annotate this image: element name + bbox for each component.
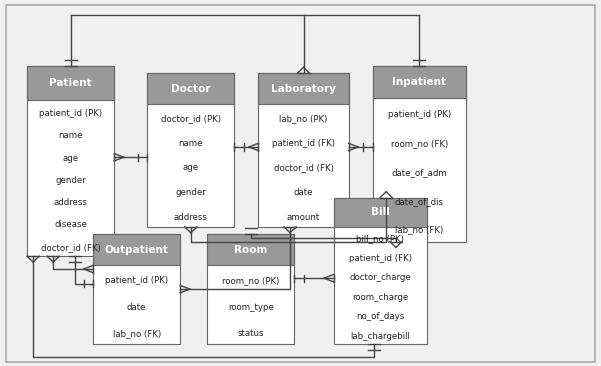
- Text: doctor_id (FK): doctor_id (FK): [41, 243, 100, 252]
- Text: lab_no (FK): lab_no (FK): [112, 329, 161, 338]
- Text: disease: disease: [54, 220, 87, 229]
- Text: patient_id (PK): patient_id (PK): [105, 276, 168, 285]
- Text: lab_no (FK): lab_no (FK): [395, 225, 444, 235]
- Text: name: name: [178, 139, 203, 148]
- Text: patient_id (FK): patient_id (FK): [349, 254, 412, 263]
- Text: Bill: Bill: [371, 207, 389, 217]
- FancyBboxPatch shape: [27, 66, 114, 100]
- Text: Doctor: Doctor: [171, 83, 210, 94]
- Text: gender: gender: [175, 188, 206, 197]
- FancyBboxPatch shape: [373, 66, 466, 97]
- Text: name: name: [58, 131, 83, 140]
- FancyBboxPatch shape: [93, 234, 180, 344]
- FancyBboxPatch shape: [207, 234, 294, 344]
- Text: date_of_dis: date_of_dis: [395, 197, 444, 206]
- Text: Laboratory: Laboratory: [271, 83, 336, 94]
- Text: patient_id (FK): patient_id (FK): [272, 139, 335, 148]
- Text: patient_id (PK): patient_id (PK): [39, 109, 102, 118]
- Text: date: date: [294, 188, 313, 197]
- Text: doctor_id (FK): doctor_id (FK): [273, 163, 334, 172]
- FancyBboxPatch shape: [258, 73, 349, 104]
- Text: Room: Room: [234, 244, 267, 255]
- Text: age: age: [183, 163, 199, 172]
- Text: age: age: [63, 154, 79, 163]
- Text: date_of_adm: date_of_adm: [391, 168, 447, 177]
- Text: Inpatient: Inpatient: [392, 77, 446, 87]
- Text: doctor_id (PK): doctor_id (PK): [161, 114, 221, 123]
- Text: status: status: [237, 329, 264, 338]
- FancyBboxPatch shape: [27, 66, 114, 256]
- Text: Outpatient: Outpatient: [105, 244, 169, 255]
- Text: lab_no (PK): lab_no (PK): [279, 114, 328, 123]
- FancyBboxPatch shape: [207, 234, 294, 265]
- FancyBboxPatch shape: [147, 73, 234, 104]
- FancyBboxPatch shape: [93, 234, 180, 265]
- Text: gender: gender: [55, 176, 86, 185]
- Text: address: address: [174, 213, 208, 221]
- FancyBboxPatch shape: [373, 66, 466, 242]
- FancyBboxPatch shape: [147, 73, 234, 227]
- Text: Patient: Patient: [49, 78, 92, 88]
- FancyBboxPatch shape: [334, 198, 427, 227]
- Text: room_no (PK): room_no (PK): [222, 276, 279, 285]
- Text: room_type: room_type: [228, 303, 274, 311]
- Text: room_charge: room_charge: [352, 293, 408, 302]
- Text: patient_id (PK): patient_id (PK): [388, 110, 451, 119]
- Text: doctor_charge: doctor_charge: [349, 273, 411, 282]
- Text: no_of_days: no_of_days: [356, 312, 404, 321]
- Text: room_no (FK): room_no (FK): [391, 139, 448, 148]
- FancyBboxPatch shape: [258, 73, 349, 227]
- Text: bill_no (PK): bill_no (PK): [356, 234, 404, 243]
- Text: date: date: [127, 303, 147, 311]
- Text: amount: amount: [287, 213, 320, 221]
- Text: lab_chargebill: lab_chargebill: [350, 332, 410, 341]
- Text: address: address: [53, 198, 88, 207]
- FancyBboxPatch shape: [334, 198, 427, 344]
